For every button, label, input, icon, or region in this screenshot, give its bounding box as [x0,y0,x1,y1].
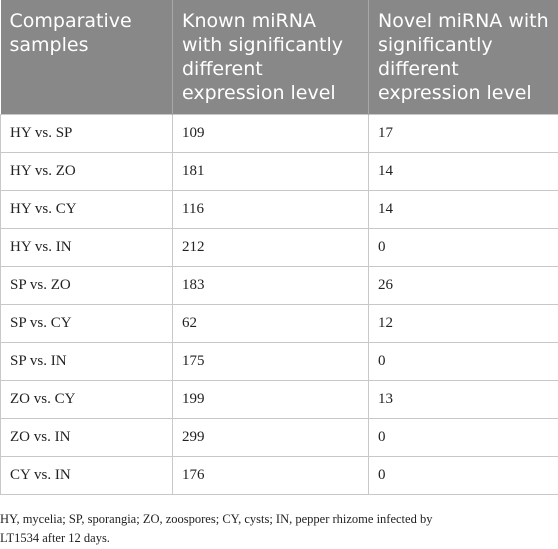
cell-comparison: SP vs. CY [0,304,173,343]
table-row: HY vs. CY 116 14 [0,190,558,229]
header-row: Comparative samples Known miRNA with sig… [0,0,558,115]
table-row: ZO vs. CY 199 13 [0,380,558,419]
table-row: HY vs. SP 109 17 [0,114,558,153]
cell-known-count: 212 [172,228,369,267]
cell-novel-count: 17 [368,114,558,153]
table-header: Comparative samples Known miRNA with sig… [0,0,558,115]
footnote-line: LT1534 after 12 days. [0,531,110,545]
header-novel-mirna: Novel miRNA with significantly different… [368,0,558,115]
table-row: HY vs. IN 212 0 [0,228,558,267]
cell-comparison: SP vs. IN [0,342,173,381]
cell-comparison: HY vs. ZO [0,152,173,191]
header-line: expression level [378,82,532,104]
header-line: different [182,58,263,80]
table-row: SP vs. CY 62 12 [0,304,558,343]
table-row: ZO vs. IN 299 0 [0,418,558,457]
header-line: Novel miRNA with [378,10,549,32]
header-line: different [378,58,459,80]
header-line: samples [9,34,89,56]
table-row: SP vs. ZO 183 26 [0,266,558,305]
table-row: CY vs. IN 176 0 [0,456,558,495]
cell-known-count: 183 [172,266,369,305]
cell-novel-count: 14 [368,152,558,191]
cell-novel-count: 0 [368,418,558,457]
cell-known-count: 181 [172,152,369,191]
header-line: Comparative [9,10,132,32]
cell-novel-count: 0 [368,456,558,495]
cell-known-count: 175 [172,342,369,381]
data-table-container: Comparative samples Known miRNA with sig… [0,0,558,495]
header-line: with significantly [182,34,343,56]
cell-comparison: HY vs. IN [0,228,173,267]
header-line: expression level [182,82,336,104]
table-body: HY vs. SP 109 17 HY vs. ZO 181 14 HY vs.… [0,114,558,495]
cell-novel-count: 0 [368,342,558,381]
table-row: SP vs. IN 175 0 [0,342,558,381]
cell-known-count: 62 [172,304,369,343]
cell-comparison: CY vs. IN [0,456,173,495]
cell-novel-count: 13 [368,380,558,419]
table-footnote: HY, mycelia; SP, sporangia; ZO, zoospore… [0,510,558,548]
cell-comparison: HY vs. CY [0,190,173,229]
table-row: HY vs. ZO 181 14 [0,152,558,191]
cell-novel-count: 26 [368,266,558,305]
header-comparative-samples: Comparative samples [0,0,173,115]
cell-known-count: 299 [172,418,369,457]
header-line: significantly [378,34,493,56]
cell-novel-count: 14 [368,190,558,229]
cell-known-count: 109 [172,114,369,153]
cell-known-count: 199 [172,380,369,419]
comparison-table: Comparative samples Known miRNA with sig… [0,0,558,495]
cell-comparison: ZO vs. IN [0,418,173,457]
cell-known-count: 116 [172,190,369,229]
cell-comparison: HY vs. SP [0,114,173,153]
cell-known-count: 176 [172,456,369,495]
header-known-mirna: Known miRNA with significantly different… [172,0,369,115]
cell-novel-count: 12 [368,304,558,343]
cell-comparison: ZO vs. CY [0,380,173,419]
cell-novel-count: 0 [368,228,558,267]
header-line: Known miRNA [182,10,316,32]
footnote-line: HY, mycelia; SP, sporangia; ZO, zoospore… [0,512,433,526]
cell-comparison: SP vs. ZO [0,266,173,305]
